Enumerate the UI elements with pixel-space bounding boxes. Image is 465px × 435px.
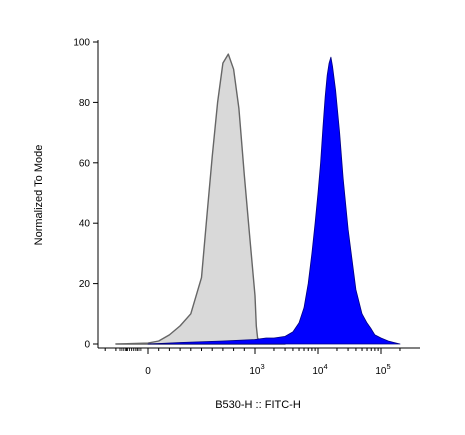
y-tick-label: 40 [79,219,91,230]
plot-series [115,53,401,345]
x-axis-title: B530-H :: FITC-H [215,399,301,411]
y-tick-label: 60 [79,158,91,169]
y-tick-label: 100 [73,38,90,49]
histogram-series-2 [147,56,401,345]
y-tick-label: 20 [79,279,91,290]
y-axis-title: Normalized To Mode [33,145,45,246]
y-tick-label: 0 [84,340,90,351]
x-tick-label: 0 [145,366,151,377]
y-tick-label: 80 [79,98,91,109]
